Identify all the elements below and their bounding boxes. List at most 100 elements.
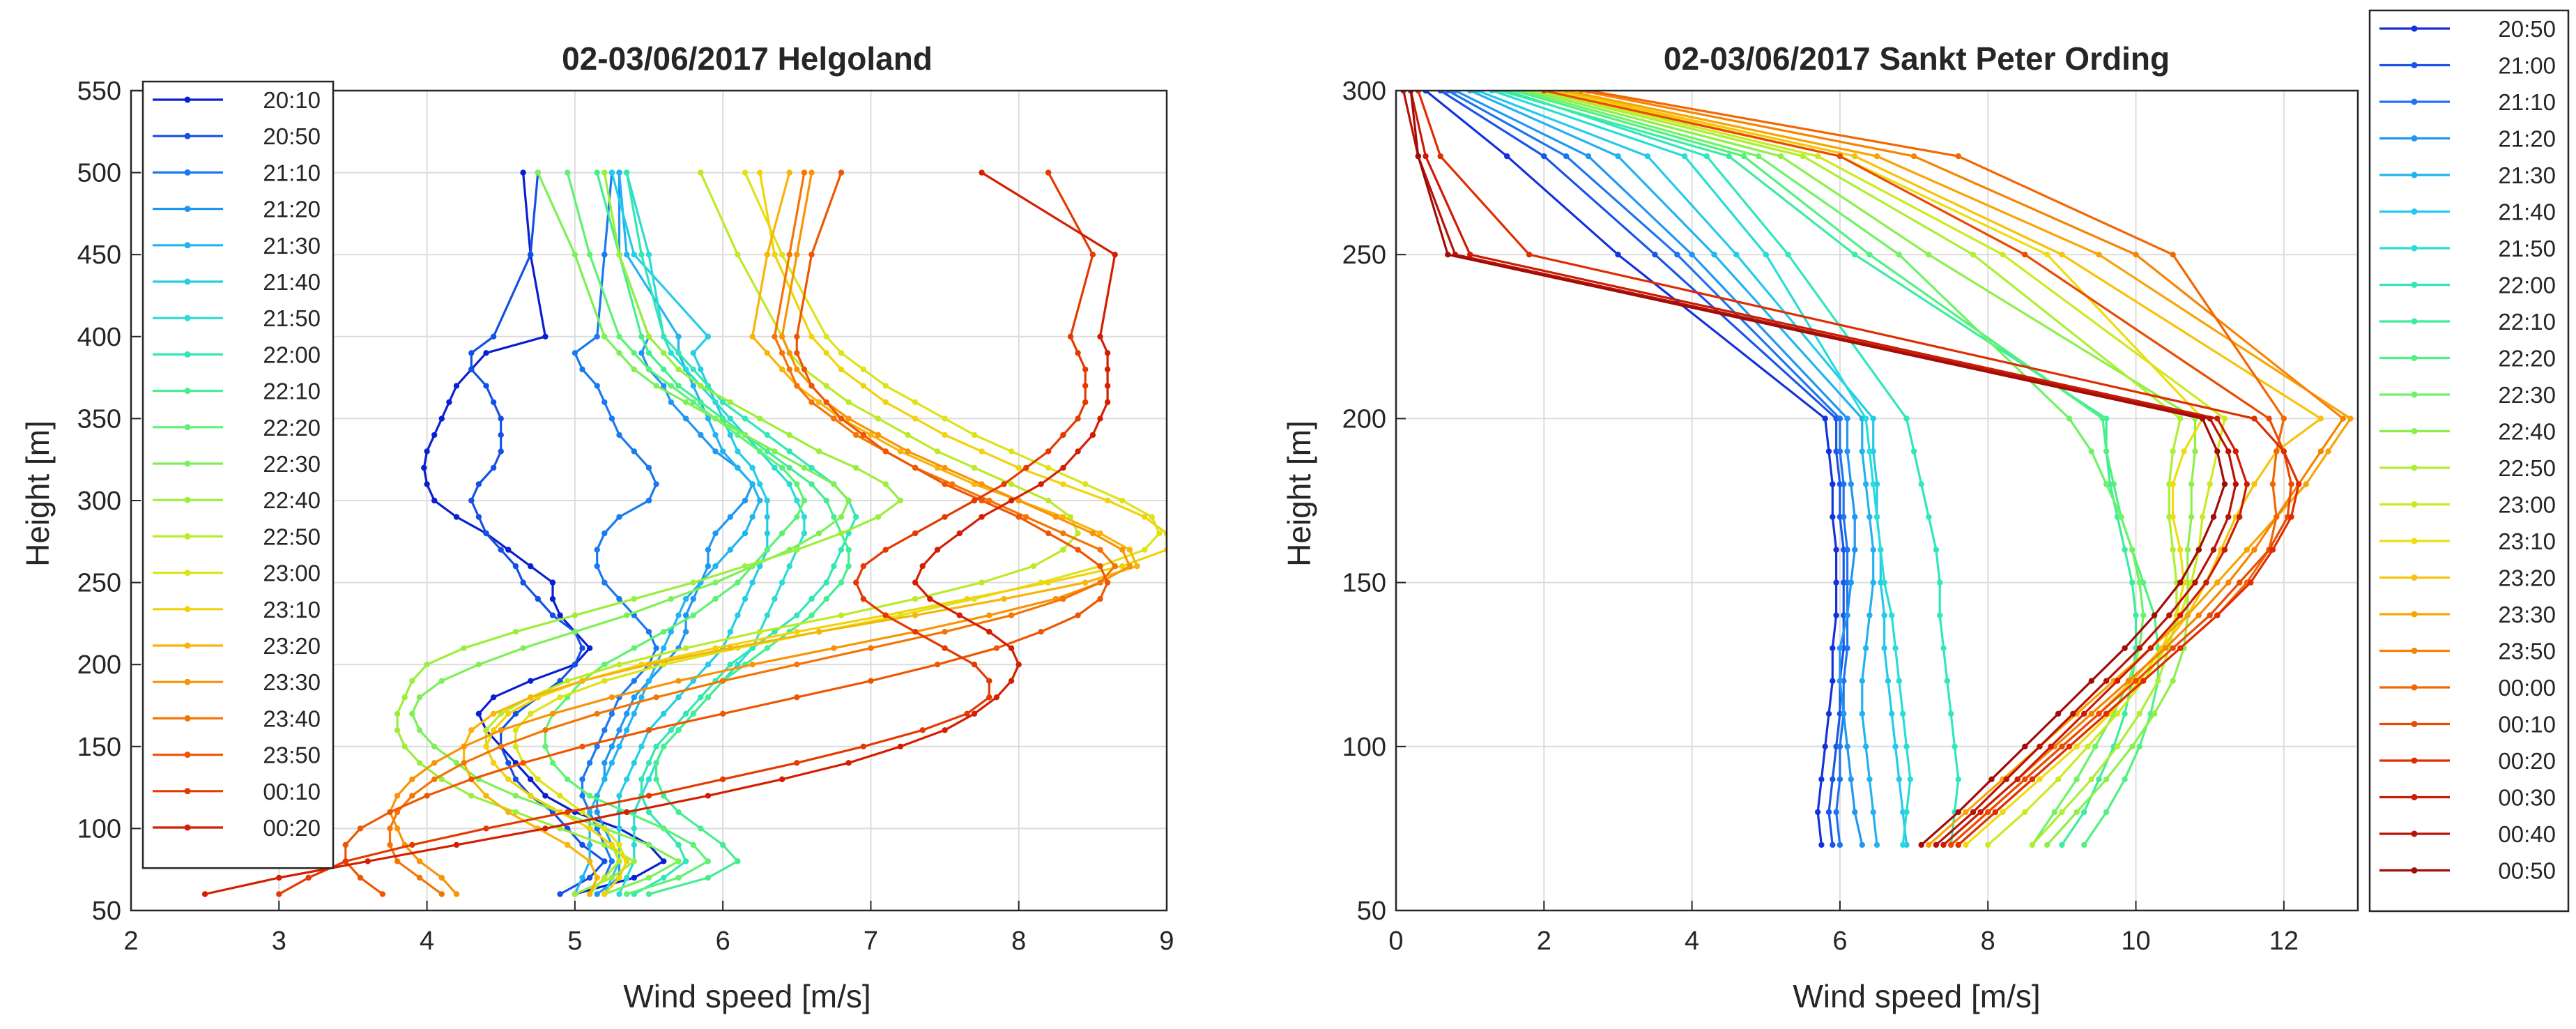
data-point	[2170, 481, 2176, 487]
data-point	[586, 645, 593, 651]
data-point	[2207, 481, 2213, 487]
data-point	[438, 416, 445, 422]
data-point	[475, 710, 482, 717]
data-point	[421, 464, 427, 471]
data-point	[2214, 416, 2221, 422]
data-point	[815, 629, 822, 635]
data-point	[624, 874, 630, 881]
data-point	[831, 645, 837, 651]
data-point	[1833, 547, 1839, 553]
data-point	[2184, 547, 2191, 553]
data-point	[542, 825, 549, 832]
data-point	[668, 350, 674, 356]
legend-marker	[2411, 501, 2418, 508]
data-point	[1830, 481, 1836, 487]
data-point	[616, 825, 622, 832]
data-point	[675, 350, 682, 356]
data-point	[1142, 514, 1148, 520]
data-point	[2125, 678, 2132, 684]
data-point	[2251, 547, 2257, 553]
data-point	[690, 678, 696, 684]
data-point	[431, 497, 438, 504]
data-point	[645, 727, 652, 733]
data-point	[1104, 497, 1111, 504]
data-point	[616, 891, 622, 897]
data-point	[1149, 514, 1156, 520]
y-tick-label: 100	[77, 814, 121, 844]
data-point	[912, 399, 919, 406]
legend-item: 22:40	[2379, 419, 2556, 445]
legend-label: 21:40	[263, 269, 321, 295]
legend-label: 22:10	[2498, 309, 2556, 335]
data-point	[1089, 530, 1096, 537]
data-point	[2055, 710, 2062, 717]
legend-item: 22:10	[2379, 309, 2556, 335]
legend-item: 23:20	[153, 633, 321, 659]
data-point	[645, 891, 652, 897]
data-point	[742, 595, 749, 602]
data-point	[1937, 579, 1943, 586]
data-point	[764, 252, 771, 258]
legend-item: 00:20	[2379, 748, 2556, 774]
legend-label: 22:50	[2498, 455, 2556, 481]
legend-item: 22:30	[153, 451, 321, 477]
data-point	[1800, 153, 1806, 160]
data-point	[653, 383, 659, 389]
legend-item: 21:30	[2379, 162, 2556, 188]
legend-item: 00:50	[2379, 858, 2556, 884]
data-point	[1445, 252, 1451, 258]
data-point	[661, 383, 667, 389]
legend-label: 00:00	[2498, 675, 2556, 701]
legend-item: 00:10	[2379, 712, 2556, 738]
data-point	[719, 678, 726, 684]
data-point	[1652, 252, 1658, 258]
data-point	[586, 825, 593, 832]
data-point	[453, 514, 460, 520]
data-point	[1075, 448, 1081, 455]
data-point	[1082, 366, 1089, 372]
x-tick-label: 3	[272, 927, 286, 956]
data-point	[1045, 169, 1052, 176]
series-21:50	[1489, 91, 1913, 848]
data-point	[2177, 416, 2184, 422]
data-point	[1852, 252, 1858, 258]
data-point	[586, 252, 593, 258]
data-point	[1830, 776, 1836, 783]
data-point	[542, 793, 549, 799]
data-point	[1060, 432, 1066, 439]
data-point	[483, 350, 489, 356]
data-point	[2037, 776, 2043, 783]
data-point	[512, 563, 519, 570]
legend-label: 23:10	[263, 597, 321, 623]
data-point	[1015, 514, 1022, 520]
data-point	[1885, 678, 1892, 684]
data-point	[475, 481, 482, 487]
data-point	[1870, 547, 1876, 553]
data-point	[416, 694, 423, 701]
data-point	[1038, 481, 1044, 487]
legend-item: 23:10	[153, 597, 321, 623]
data-point	[868, 678, 874, 684]
data-point	[1015, 662, 1022, 668]
data-point	[594, 169, 600, 176]
data-point	[986, 694, 992, 701]
data-point	[868, 645, 874, 651]
data-point	[808, 252, 815, 258]
data-point	[2151, 710, 2158, 717]
data-point	[1892, 645, 1899, 651]
data-point	[845, 563, 852, 570]
data-point	[1841, 710, 1847, 717]
series-00:50	[1408, 91, 2228, 848]
data-point	[779, 252, 785, 258]
data-point	[675, 727, 682, 733]
data-point	[919, 727, 926, 733]
data-point	[557, 694, 563, 701]
data-point	[1142, 547, 1148, 553]
y-tick-label: 350	[77, 404, 121, 434]
data-point	[742, 563, 749, 570]
legend-item: 00:00	[2379, 675, 2556, 701]
data-point	[1866, 514, 1873, 520]
data-point	[860, 432, 867, 439]
data-point	[757, 416, 763, 422]
legend-item: 23:00	[153, 561, 321, 586]
